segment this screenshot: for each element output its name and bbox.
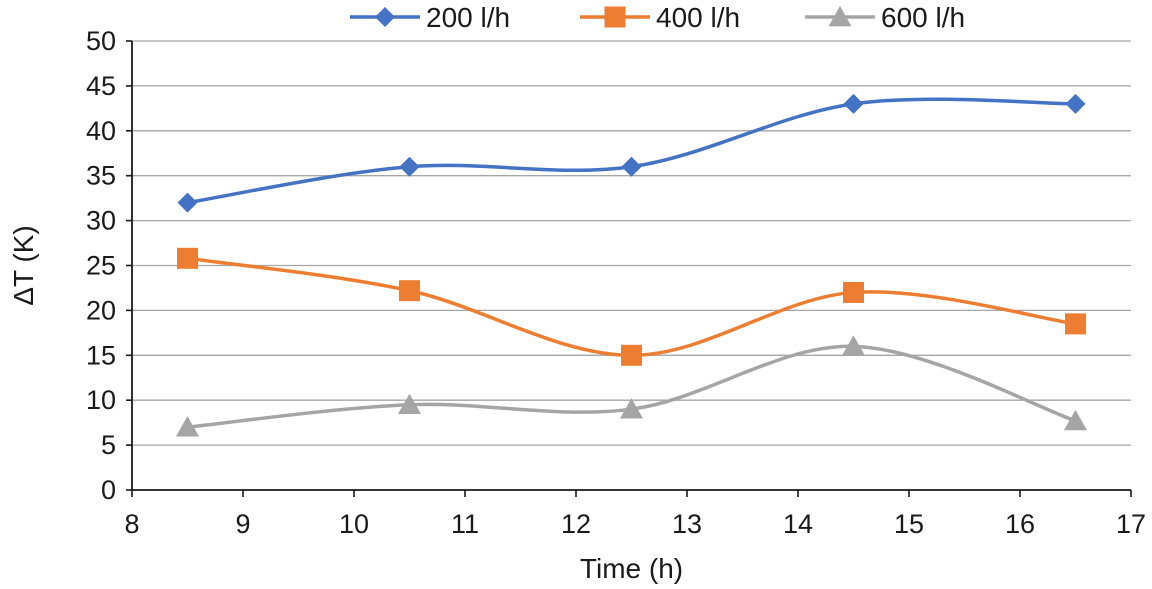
y-tick-label: 40 [86, 116, 116, 146]
data-point-600-l-h [619, 398, 644, 419]
data-point-200-l-h [399, 156, 420, 177]
x-tick-label: 17 [1116, 509, 1146, 539]
y-tick-label: 25 [86, 251, 116, 281]
data-point-400-l-h [621, 344, 642, 366]
data-point-600-l-h [1063, 409, 1088, 431]
legend-marker-icon [375, 7, 395, 27]
x-tick-label: 16 [1005, 509, 1035, 539]
x-tick-label: 15 [894, 509, 924, 539]
legend-marker-icon [828, 6, 852, 27]
data-point-400-l-h [177, 247, 198, 269]
data-point-200-l-h [621, 156, 642, 177]
y-tick-label: 35 [86, 161, 116, 191]
legend-item-200-l-h: 200 l/h [350, 2, 510, 33]
gridlines [132, 40, 1131, 446]
y-tick-label: 20 [86, 295, 116, 325]
legend-marker-icon [604, 6, 626, 28]
data-point-200-l-h [843, 93, 864, 114]
data-point-200-l-h [1065, 93, 1086, 114]
x-tick-label: 12 [561, 509, 591, 539]
series-group [175, 93, 1088, 437]
y-tick-label: 0 [101, 475, 116, 505]
axes: 0 5 10 15 20 25 30 35 40 45 50 8 9 10 11 12 13 14 15 16 17 [86, 26, 1146, 539]
x-tick-label: 13 [672, 509, 702, 539]
data-point-400-l-h [843, 281, 864, 303]
x-tick-label: 10 [339, 509, 369, 539]
y-tick-label: 50 [86, 26, 116, 56]
data-point-400-l-h [399, 280, 420, 302]
y-axis-title: ΔT (K) [8, 225, 39, 305]
y-tick-label: 30 [86, 206, 116, 236]
series-200-l-h [177, 93, 1086, 213]
legend-item-600-l-h: 600 l/h [805, 2, 965, 33]
series-line-400-l-h [185, 256, 1078, 358]
data-point-600-l-h [841, 335, 866, 356]
legend-label: 600 l/h [881, 2, 965, 33]
data-point-200-l-h [177, 192, 198, 213]
y-tick-label: 15 [86, 340, 116, 370]
data-point-400-l-h [1065, 313, 1086, 335]
y-tick-label: 5 [101, 430, 116, 460]
y-tick-label: 45 [86, 71, 116, 101]
series-600-l-h [175, 335, 1088, 437]
legend-label: 200 l/h [426, 2, 510, 33]
x-tick-label: 14 [783, 509, 813, 539]
x-tick-label: 8 [124, 509, 139, 539]
x-tick-label: 11 [451, 509, 479, 539]
series-line-200-l-h [185, 97, 1078, 205]
x-axis-title: Time (h) [580, 553, 683, 584]
data-point-600-l-h [175, 416, 200, 437]
y-tick-label: 10 [86, 385, 116, 415]
x-tick-label: 9 [235, 509, 250, 539]
data-point-600-l-h [397, 393, 422, 415]
legend-label: 400 l/h [656, 2, 740, 33]
legend: 200 l/h 400 l/h 600 l/h [350, 2, 965, 33]
legend-item-400-l-h: 400 l/h [580, 2, 740, 33]
series-400-l-h [177, 247, 1086, 366]
